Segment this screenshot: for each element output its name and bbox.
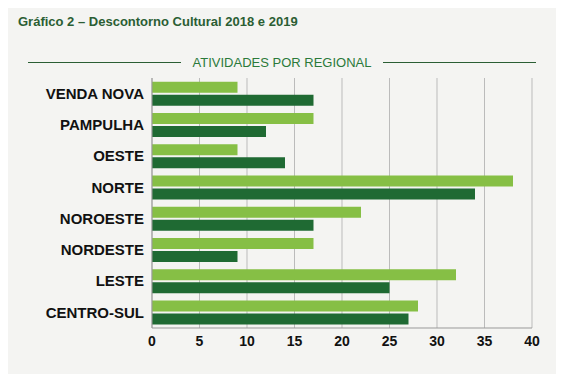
svg-text:25: 25: [382, 333, 398, 349]
svg-text:15: 15: [287, 333, 303, 349]
svg-text:NORTE: NORTE: [92, 179, 145, 196]
html-text:Gráfico 2 – Descontorno Cultur: Gráfico 2 – Descontorno Cultural 2018 e …: [18, 14, 298, 29]
svg-text:VENDA NOVA: VENDA NOVA: [46, 85, 145, 102]
svg-text:10: 10: [239, 333, 255, 349]
svg-text:LESTE: LESTE: [96, 272, 144, 289]
svg-text:PAMPULHA: PAMPULHA: [60, 116, 144, 133]
svg-text:NOROESTE: NOROESTE: [60, 210, 144, 227]
svg-text:OESTE: OESTE: [93, 147, 144, 164]
svg-text:30: 30: [429, 333, 445, 349]
svg-text:20: 20: [334, 333, 350, 349]
html-text:ATIVIDADES POR REGIONAL: ATIVIDADES POR REGIONAL: [192, 55, 372, 70]
svg-text:35: 35: [477, 333, 493, 349]
svg-text:NORDESTE: NORDESTE: [61, 241, 144, 258]
svg-text:5: 5: [196, 333, 204, 349]
svg-text:0: 0: [148, 333, 156, 349]
svg-text:40: 40: [524, 333, 540, 349]
svg-text:CENTRO-SUL: CENTRO-SUL: [46, 304, 144, 321]
